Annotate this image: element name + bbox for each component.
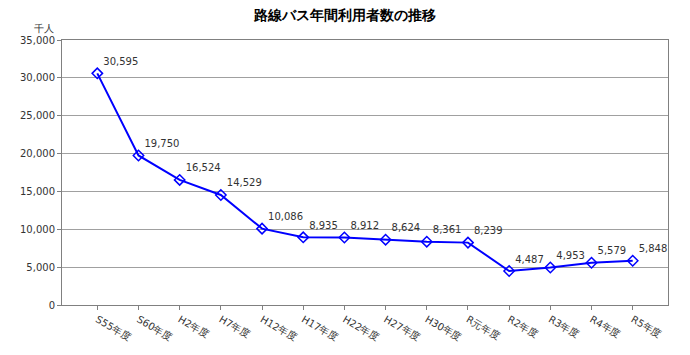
svg-text:4,487: 4,487 (515, 254, 544, 265)
svg-text:20,000: 20,000 (20, 148, 55, 159)
svg-text:H7年度: H7年度 (217, 314, 252, 340)
svg-text:25,000: 25,000 (20, 110, 55, 121)
svg-text:S55年度: S55年度 (94, 314, 133, 343)
svg-text:10,086: 10,086 (268, 211, 303, 222)
svg-text:8,239: 8,239 (474, 225, 503, 236)
svg-text:8,361: 8,361 (433, 224, 462, 235)
svg-text:15,000: 15,000 (20, 186, 55, 197)
svg-text:0: 0 (49, 300, 55, 311)
svg-text:S60年度: S60年度 (135, 314, 174, 343)
svg-text:R4年度: R4年度 (588, 314, 622, 340)
svg-text:5,579: 5,579 (598, 245, 627, 256)
svg-text:H30年度: H30年度 (423, 314, 463, 344)
svg-text:H22年度: H22年度 (341, 314, 381, 344)
svg-text:4,953: 4,953 (556, 250, 585, 261)
svg-text:H17年度: H17年度 (300, 314, 340, 344)
svg-text:5,000: 5,000 (26, 262, 55, 273)
svg-text:H27年度: H27年度 (382, 314, 422, 344)
svg-text:千人: 千人 (34, 23, 54, 34)
svg-text:19,750: 19,750 (144, 138, 179, 149)
svg-text:8,912: 8,912 (350, 220, 379, 231)
svg-text:R3年度: R3年度 (547, 314, 581, 340)
svg-text:30,595: 30,595 (103, 56, 138, 67)
svg-text:路線バス年間利用者数の推移: 路線バス年間利用者数の推移 (253, 7, 436, 23)
svg-text:8,624: 8,624 (392, 222, 421, 233)
svg-text:35,000: 35,000 (20, 35, 55, 46)
svg-text:30,000: 30,000 (20, 72, 55, 83)
svg-text:16,524: 16,524 (186, 162, 221, 173)
svg-text:R元年度: R元年度 (464, 314, 502, 342)
svg-text:10,000: 10,000 (20, 224, 55, 235)
svg-text:R2年度: R2年度 (506, 314, 540, 340)
svg-text:14,529: 14,529 (227, 177, 262, 188)
svg-text:R5年度: R5年度 (629, 314, 663, 340)
svg-text:H12年度: H12年度 (259, 314, 299, 344)
svg-text:5,848: 5,848 (639, 243, 668, 254)
svg-text:8,935: 8,935 (309, 220, 338, 231)
svg-text:H2年度: H2年度 (176, 314, 211, 340)
